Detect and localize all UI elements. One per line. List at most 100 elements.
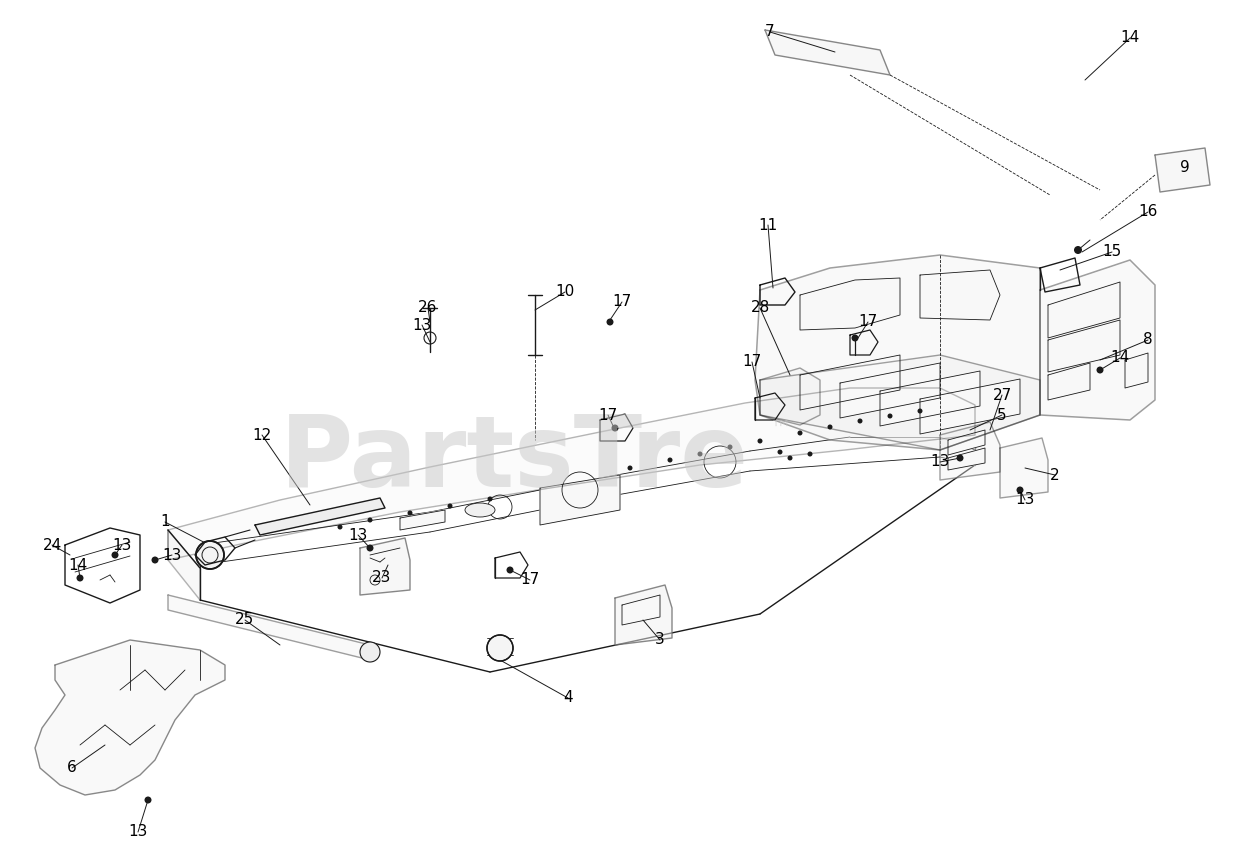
Text: 16: 16	[1138, 204, 1157, 219]
Text: 24: 24	[43, 538, 62, 553]
Text: 15: 15	[1102, 244, 1122, 260]
Circle shape	[611, 424, 619, 431]
Circle shape	[112, 552, 118, 559]
Circle shape	[808, 451, 813, 456]
Text: 14: 14	[1121, 30, 1140, 46]
Circle shape	[366, 545, 374, 552]
Circle shape	[727, 444, 732, 449]
Circle shape	[858, 418, 863, 423]
Polygon shape	[621, 595, 660, 625]
Text: 13: 13	[112, 538, 132, 553]
Text: 14: 14	[1111, 351, 1130, 365]
Polygon shape	[1048, 363, 1089, 400]
Text: 23: 23	[372, 571, 391, 585]
Text: 4: 4	[564, 690, 572, 706]
Circle shape	[828, 424, 833, 430]
Circle shape	[507, 566, 513, 573]
Text: 10: 10	[555, 285, 575, 300]
Text: 1: 1	[160, 514, 170, 529]
Circle shape	[887, 413, 892, 418]
Polygon shape	[1125, 353, 1149, 388]
Text: 3: 3	[655, 632, 665, 648]
Polygon shape	[360, 538, 410, 595]
Text: 13: 13	[128, 824, 147, 839]
Text: 2: 2	[1050, 468, 1059, 482]
Ellipse shape	[465, 503, 494, 517]
Polygon shape	[169, 388, 975, 560]
Polygon shape	[940, 422, 1000, 480]
Polygon shape	[35, 640, 225, 795]
Circle shape	[145, 797, 151, 804]
Text: 13: 13	[1015, 493, 1034, 507]
Text: 7: 7	[765, 24, 775, 40]
Polygon shape	[800, 355, 899, 410]
Polygon shape	[1155, 148, 1210, 192]
Polygon shape	[765, 30, 889, 75]
Text: 5: 5	[998, 408, 1006, 423]
Text: 17: 17	[858, 314, 878, 329]
Text: 13: 13	[413, 318, 431, 333]
Text: 17: 17	[742, 354, 761, 370]
Polygon shape	[840, 363, 940, 418]
Circle shape	[1074, 246, 1082, 254]
Text: 28: 28	[750, 301, 770, 315]
Text: PartsTre: PartsTre	[281, 411, 749, 508]
Circle shape	[798, 430, 803, 436]
Polygon shape	[540, 475, 620, 525]
Polygon shape	[949, 448, 985, 470]
Text: 26: 26	[419, 301, 438, 315]
Circle shape	[408, 510, 413, 515]
Polygon shape	[400, 510, 445, 530]
Polygon shape	[255, 498, 385, 535]
Circle shape	[196, 541, 224, 569]
Circle shape	[777, 449, 782, 455]
Circle shape	[606, 319, 614, 326]
Polygon shape	[760, 355, 1040, 450]
Text: 27: 27	[993, 387, 1011, 403]
Text: 13: 13	[162, 547, 181, 563]
Circle shape	[77, 574, 83, 581]
Text: 9: 9	[1180, 160, 1190, 176]
Circle shape	[448, 503, 453, 508]
Circle shape	[1016, 487, 1024, 494]
Text: 6: 6	[67, 760, 77, 775]
Circle shape	[1097, 366, 1103, 373]
Circle shape	[360, 642, 380, 662]
Text: 17: 17	[521, 572, 540, 587]
Text: 17: 17	[599, 408, 618, 423]
Circle shape	[151, 557, 159, 564]
Polygon shape	[949, 430, 985, 455]
Text: 8: 8	[1144, 333, 1152, 347]
Circle shape	[917, 409, 922, 413]
Polygon shape	[169, 530, 200, 600]
Polygon shape	[881, 371, 980, 426]
Polygon shape	[1048, 320, 1120, 372]
Polygon shape	[169, 595, 370, 660]
Circle shape	[697, 451, 702, 456]
Text: ™: ™	[770, 420, 793, 440]
Text: 17: 17	[613, 294, 632, 309]
Circle shape	[337, 525, 342, 529]
Circle shape	[668, 457, 673, 462]
Polygon shape	[755, 255, 1040, 450]
Text: 12: 12	[253, 428, 272, 443]
Text: 11: 11	[759, 217, 777, 232]
Polygon shape	[1040, 260, 1155, 420]
Text: 25: 25	[235, 612, 254, 628]
Circle shape	[956, 455, 964, 462]
Circle shape	[367, 518, 372, 522]
Polygon shape	[760, 368, 820, 425]
Circle shape	[488, 496, 492, 501]
Text: 13: 13	[931, 455, 950, 469]
Polygon shape	[800, 278, 899, 330]
Polygon shape	[1048, 282, 1120, 338]
Text: 14: 14	[68, 558, 88, 572]
Circle shape	[628, 466, 633, 470]
Text: 13: 13	[348, 527, 367, 542]
Circle shape	[852, 334, 858, 341]
Circle shape	[487, 635, 513, 661]
Circle shape	[757, 438, 762, 443]
Polygon shape	[1000, 438, 1048, 498]
Polygon shape	[615, 585, 672, 645]
Polygon shape	[920, 379, 1020, 434]
